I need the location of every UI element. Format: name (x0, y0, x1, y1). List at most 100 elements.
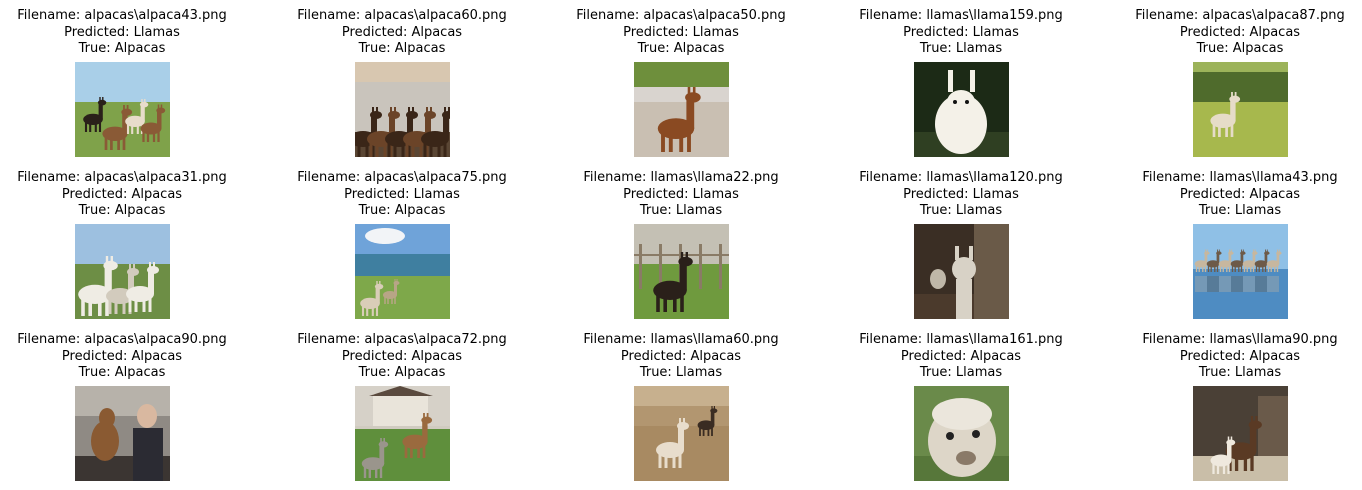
thumbnail-image (913, 223, 1009, 319)
predicted-label: Predicted: Alpacas (341, 348, 463, 364)
true-label: True: Llamas (1198, 203, 1282, 218)
thumbnail-image (1192, 223, 1288, 319)
filename-label: Filename: alpacas\alpaca43.png (17, 8, 227, 23)
animal-figure-r5 (1254, 249, 1270, 272)
thumbnail-image (633, 223, 729, 319)
cell-caption: Filename: alpacas\alpaca72.png Predicted:… (272, 332, 532, 382)
animal-figure-c (124, 98, 148, 134)
animal-figure-r1 (1206, 249, 1222, 272)
cell-caption: Filename: alpacas\alpaca43.png Predicted:… (0, 8, 252, 58)
animal-figure-d (140, 104, 165, 142)
cell-caption: Filename: llamas\llama161.png Predicted: … (831, 332, 1091, 382)
animal-thumbnail (74, 223, 170, 319)
animal-figure-a (77, 255, 118, 316)
true-label: True: Alpacas (637, 41, 725, 56)
cell-caption: Filename: llamas\llama60.png Predicted: A… (551, 332, 811, 382)
animal-figure-mother (1225, 415, 1262, 471)
prediction-cell: Filename: alpacas\alpaca72.png Predicted:… (272, 332, 532, 481)
predicted-label: Predicted: Llamas (903, 24, 1019, 40)
animal-figure-r3 (1230, 249, 1246, 272)
prediction-cell: Filename: llamas\llama43.png Predicted: A… (1110, 170, 1362, 319)
predicted-label: Predicted: Alpacas (61, 348, 183, 364)
animal-figure-b (697, 405, 717, 436)
filename-label: Filename: alpacas\alpaca50.png (576, 8, 786, 23)
prediction-cell: Filename: alpacas\alpaca75.png Predicted:… (272, 170, 532, 319)
true-label: True: Alpacas (1196, 41, 1284, 56)
predicted-label: Predicted: Llamas (64, 24, 180, 40)
animal-figure-b (382, 278, 399, 304)
animal-thumbnail (633, 61, 729, 157)
filename-label: Filename: alpacas\alpaca87.png (1135, 8, 1345, 23)
prediction-cell: Filename: alpacas\alpaca43.png Predicted:… (0, 8, 252, 157)
predicted-label: Predicted: Alpacas (900, 348, 1022, 364)
filename-label: Filename: llamas\llama43.png (1142, 170, 1338, 185)
thumbnail-image (633, 385, 729, 481)
true-label: True: Llamas (1198, 365, 1282, 380)
filename-label: Filename: llamas\llama90.png (1142, 332, 1338, 347)
animal-figure-b (361, 437, 388, 478)
prediction-cell: Filename: llamas\llama120.png Predicted: … (831, 170, 1091, 319)
predicted-label: Predicted: Llamas (903, 186, 1019, 202)
animal-thumbnail (74, 385, 170, 481)
filename-label: Filename: alpacas\alpaca60.png (297, 8, 507, 23)
cell-caption: Filename: llamas\llama90.png Predicted: A… (1110, 332, 1362, 382)
animal-figure-main (657, 86, 701, 152)
cell-caption: Filename: alpacas\alpaca75.png Predicted:… (272, 170, 532, 220)
animal-thumbnail (913, 385, 1009, 481)
animal-thumbnail (354, 61, 450, 157)
animal-thumbnail (354, 385, 450, 481)
animal-figure-c (125, 261, 159, 312)
prediction-cell: Filename: alpacas\alpaca90.png Predicted:… (0, 332, 252, 481)
filename-label: Filename: llamas\llama159.png (859, 8, 1063, 23)
predicted-label: Predicted: Llamas (344, 186, 460, 202)
animal-figure-baby (1210, 436, 1235, 474)
predicted-label: Predicted: Alpacas (1179, 24, 1301, 40)
animal-figure-main (652, 251, 693, 312)
predicted-label: Predicted: Alpacas (1179, 186, 1301, 202)
prediction-cell: Filename: llamas\llama159.png Predicted: … (831, 8, 1091, 157)
cell-caption: Filename: llamas\llama159.png Predicted: … (831, 8, 1091, 58)
true-label: True: Llamas (919, 203, 1003, 218)
true-label: True: Alpacas (78, 41, 166, 56)
filename-label: Filename: llamas\llama161.png (859, 332, 1063, 347)
animal-thumbnail (354, 223, 450, 319)
thumbnail-image (913, 61, 1009, 157)
thumbnail-image (354, 223, 450, 319)
cell-caption: Filename: llamas\llama43.png Predicted: A… (1110, 170, 1362, 220)
predicted-label: Predicted: Alpacas (341, 24, 463, 40)
cell-caption: Filename: alpacas\alpaca50.png Predicted:… (551, 8, 811, 58)
prediction-cell: Filename: llamas\llama22.png Predicted: L… (551, 170, 811, 319)
true-label: True: Alpacas (358, 203, 446, 218)
animal-figure-r6 (1266, 249, 1282, 272)
true-label: True: Alpacas (78, 203, 166, 218)
animal-figure-a (401, 412, 432, 458)
animal-figure-a (82, 96, 106, 132)
animal-thumbnail (913, 61, 1009, 157)
thumbnail-image (913, 385, 1009, 481)
thumbnail-image (1192, 385, 1288, 481)
true-label: True: Alpacas (78, 365, 166, 380)
predicted-label: Predicted: Llamas (623, 24, 739, 40)
true-label: True: Llamas (919, 41, 1003, 56)
prediction-cell: Filename: alpacas\alpaca60.png Predicted:… (272, 8, 532, 157)
animal-thumbnail (1192, 223, 1288, 319)
filename-label: Filename: llamas\llama120.png (859, 170, 1063, 185)
thumbnail-image (633, 61, 729, 157)
prediction-cell: Filename: alpacas\alpaca50.png Predicted:… (551, 8, 811, 157)
true-label: True: Llamas (639, 365, 723, 380)
animal-figure-r2 (1218, 249, 1234, 272)
filename-label: Filename: alpacas\alpaca90.png (17, 332, 227, 347)
filename-label: Filename: alpacas\alpaca72.png (297, 332, 507, 347)
animal-thumbnail (1192, 61, 1288, 157)
prediction-cell: Filename: llamas\llama60.png Predicted: A… (551, 332, 811, 481)
animal-thumbnail (1192, 385, 1288, 481)
cell-caption: Filename: llamas\llama22.png Predicted: L… (551, 170, 811, 220)
thumbnail-image (354, 61, 450, 157)
true-label: True: Llamas (639, 203, 723, 218)
prediction-cell: Filename: llamas\llama90.png Predicted: A… (1110, 332, 1362, 481)
true-label: True: Alpacas (358, 41, 446, 56)
prediction-cell: Filename: llamas\llama161.png Predicted: … (831, 332, 1091, 481)
animal-thumbnail (633, 385, 729, 481)
filename-label: Filename: llamas\llama60.png (583, 332, 779, 347)
